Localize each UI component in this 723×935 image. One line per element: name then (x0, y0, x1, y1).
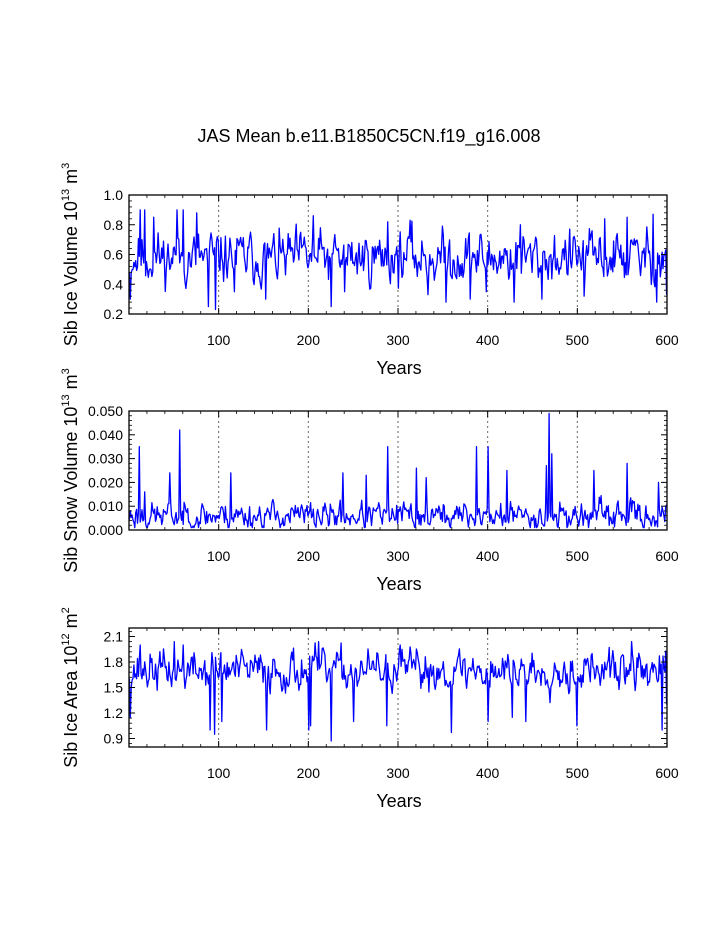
series-line (128, 640, 668, 742)
y-tick-label: 0.6 (104, 247, 124, 263)
x-tick-label: 300 (386, 548, 410, 564)
y-label-unit-exponent: 3 (60, 368, 72, 374)
y-label-unit: m (61, 169, 81, 189)
chart-panel-1: 100 200 300 400 500 600 0.2 0.4 0.6 0.8 1.0 Years Si… (60, 163, 679, 378)
y-label-unit: m (61, 374, 81, 394)
x-tick-label: 100 (207, 332, 231, 348)
x-tick-label: 100 (207, 765, 231, 781)
y-tick-label: 0.2 (104, 306, 124, 322)
y-axis-label: Sib Ice Area 1012 m2 (60, 607, 81, 767)
y-label-exponent: 13 (60, 394, 72, 406)
x-tick-label: 500 (566, 332, 590, 348)
y-label-unit-exponent: 2 (60, 607, 72, 613)
y-tick-label: 1.2 (104, 705, 124, 721)
y-label-main: Sib Snow Volume 10 (61, 407, 81, 573)
y-label-main: Sib Ice Area 10 (61, 646, 81, 768)
y-tick-label: 2.1 (104, 629, 124, 645)
x-axis-label: Years (376, 358, 421, 378)
chart-panel-3: 100 200 300 400 500 600 0.9 1.2 1.5 1.8 2.1 Years Si… (60, 607, 679, 811)
x-tick-label: 400 (476, 765, 500, 781)
chart-panels: 100 200 300 400 500 600 0.2 0.4 0.6 0.8 1.0 Years Si… (60, 163, 679, 811)
x-tick-label: 300 (386, 332, 410, 348)
y-tick-label: 0.9 (104, 731, 124, 747)
y-axis-label: Sib Snow Volume 1013 m3 (60, 368, 81, 572)
x-tick-label: 400 (476, 332, 500, 348)
y-label-unit: m (61, 613, 81, 633)
x-tick-label: 100 (207, 548, 231, 564)
y-tick-label: 1.0 (104, 187, 124, 203)
y-label-main: Sib Ice Volume 10 (61, 201, 81, 346)
series-line (128, 412, 668, 529)
x-tick-label: 200 (297, 548, 321, 564)
y-axis-label: Sib Ice Volume 1013 m3 (60, 163, 81, 346)
y-tick-label: 0.000 (88, 522, 123, 538)
y-tick-label: 0.010 (88, 498, 123, 514)
y-tick-label: 1.8 (104, 654, 124, 670)
x-axis-label: Years (376, 574, 421, 594)
y-label-exponent: 13 (60, 189, 72, 201)
y-label-exponent: 12 (60, 633, 72, 645)
x-tick-label: 200 (297, 332, 321, 348)
y-tick-label: 1.5 (104, 680, 124, 696)
y-label-unit-exponent: 3 (60, 163, 72, 169)
x-tick-label: 200 (297, 765, 321, 781)
y-tick-label: 0.040 (88, 427, 123, 443)
x-tick-label: 600 (655, 765, 679, 781)
x-tick-label: 500 (566, 548, 590, 564)
x-axis-label: Years (376, 791, 421, 811)
y-tick-label: 0.030 (88, 451, 123, 467)
x-tick-label: 600 (655, 548, 679, 564)
x-tick-label: 500 (566, 765, 590, 781)
series-line (128, 209, 668, 311)
y-tick-label: 0.4 (104, 276, 124, 292)
y-tick-label: 0.8 (104, 217, 124, 233)
figure-title: JAS Mean b.e11.B1850C5CN.f19_g16.008 (198, 126, 541, 147)
x-tick-label: 400 (476, 548, 500, 564)
x-tick-label: 600 (655, 332, 679, 348)
x-tick-label: 300 (386, 765, 410, 781)
y-tick-label: 0.050 (88, 403, 123, 419)
chart-panel-2: 100 200 300 400 500 600 0.000 0.010 0.020 0.030 0.… (60, 368, 679, 594)
y-tick-label: 0.020 (88, 474, 123, 490)
